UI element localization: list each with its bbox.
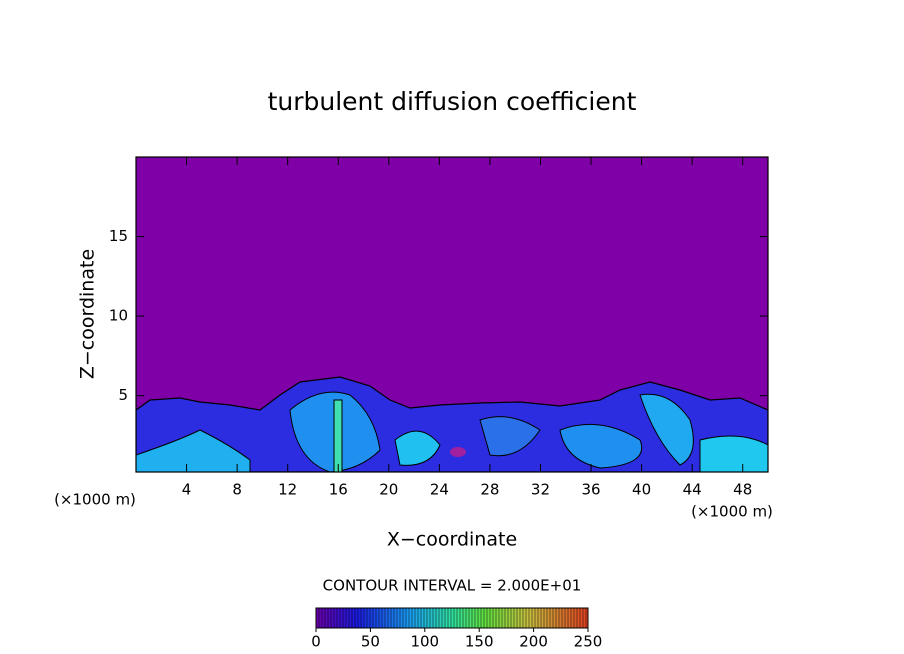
colorbar-tick-label: 100 — [410, 633, 439, 651]
x-tick-label: 12 — [278, 481, 297, 499]
x-unit-label: (×1000 m) — [54, 491, 136, 509]
x-tick-label: 40 — [632, 481, 651, 499]
x-unit-label: (×1000 m) — [691, 503, 773, 521]
y-tick-label: 5 — [118, 386, 128, 404]
contour-interval: CONTOUR INTERVAL = 2.000E+01 — [323, 577, 582, 595]
x-tick-label: 24 — [430, 481, 449, 499]
colorbar-tick-label: 50 — [361, 633, 380, 651]
colorbar-tick-label: 200 — [519, 633, 548, 651]
y-axis-label: Z−coordinate — [77, 249, 99, 379]
plot-frame — [135, 156, 769, 473]
x-tick-label: 44 — [683, 481, 702, 499]
x-axis-label: X−coordinate — [387, 529, 517, 551]
x-tick-label: 16 — [329, 481, 348, 499]
x-tick-label: 4 — [182, 481, 192, 499]
x-tick-label: 20 — [379, 481, 398, 499]
x-tick-label: 28 — [480, 481, 499, 499]
x-tick-label: 32 — [531, 481, 550, 499]
colorbar-tick-label: 0 — [311, 633, 321, 651]
x-tick-label: 36 — [581, 481, 600, 499]
y-tick-label: 10 — [109, 307, 128, 325]
x-tick-label: 8 — [232, 481, 242, 499]
chart-title: turbulent diffusion coefficient — [268, 87, 637, 116]
x-tick-label: 48 — [733, 481, 752, 499]
colorbar-tick-label: 150 — [465, 633, 494, 651]
colorbar-tick-label: 250 — [574, 633, 603, 651]
y-tick-label: 15 — [109, 227, 128, 245]
contour-field — [136, 157, 768, 472]
